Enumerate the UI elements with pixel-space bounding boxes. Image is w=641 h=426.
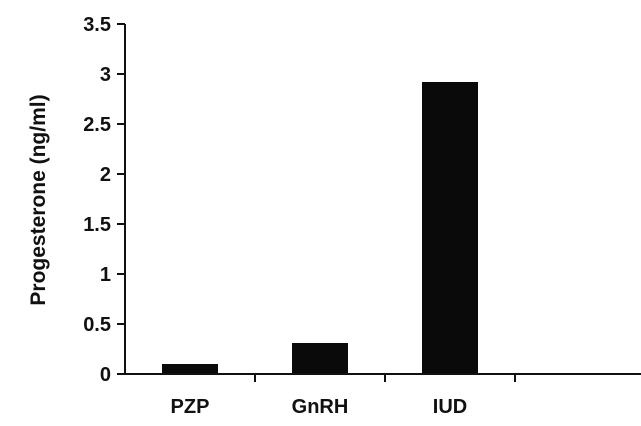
x-tick-label: PZP [171, 396, 210, 418]
y-tick-label: 2 [100, 164, 111, 186]
bars [162, 82, 478, 374]
x-tick-label: GnRH [292, 396, 349, 418]
x-axis-ticks: PZP GnRH IUD [171, 374, 516, 418]
y-axis-title: Progesterone (ng/ml) [27, 94, 50, 305]
y-tick-label: 0 [100, 364, 111, 386]
y-tick-label: 3.5 [83, 14, 111, 36]
bar-pzp [162, 364, 218, 374]
bar-gnrh [292, 343, 348, 374]
y-tick-label: 2.5 [83, 114, 111, 136]
y-tick-label: 0.5 [83, 314, 111, 336]
y-axis-ticks: 0 0.5 1 1.5 2 2.5 3 3.5 [83, 14, 125, 386]
x-tick-label: IUD [433, 396, 467, 418]
axes [124, 24, 641, 375]
bar-iud [422, 82, 478, 374]
y-tick-label: 1.5 [83, 214, 111, 236]
y-tick-label: 3 [100, 64, 111, 86]
y-tick-label: 1 [100, 264, 111, 286]
